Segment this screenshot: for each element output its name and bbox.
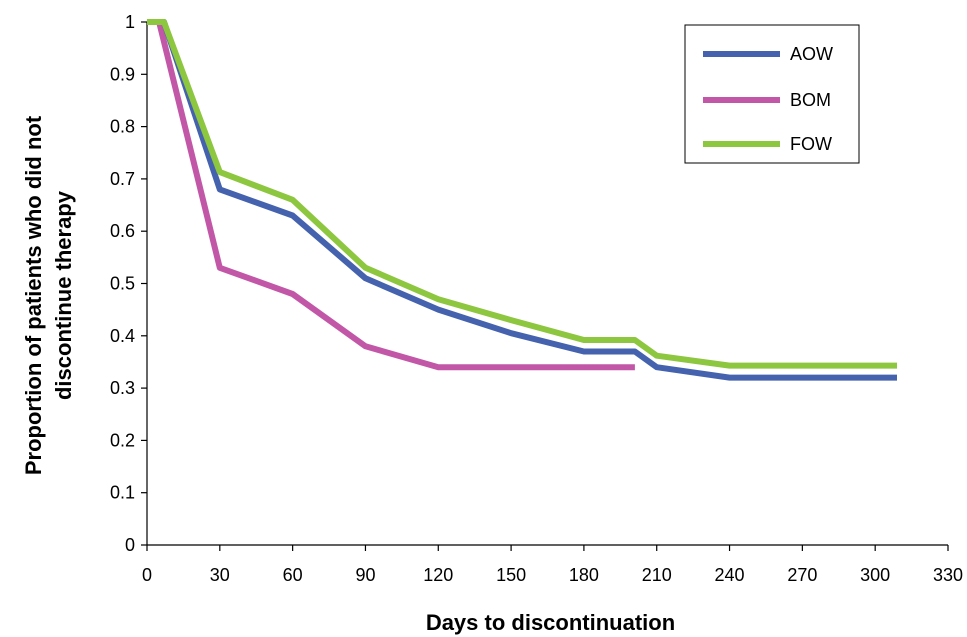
y-tick-label: 0.8 xyxy=(110,117,135,137)
y-tick-label: 1 xyxy=(125,12,135,32)
x-tick-label: 120 xyxy=(423,565,453,585)
y-ticks: 0 0.1 0.2 0.3 0.4 0.5 0.6 0.7 0.8 0.9 1 xyxy=(110,12,147,555)
x-tick-label: 270 xyxy=(787,565,817,585)
y-axis-title: Proportion of patients who did not discon… xyxy=(21,115,76,475)
y-tick-label: 0.6 xyxy=(110,221,135,241)
series-line-bom xyxy=(147,19,635,371)
y-tick-label: 0.7 xyxy=(110,169,135,189)
x-ticks: 0 30 60 90 120 150 180 210 240 270 300 330 xyxy=(142,545,963,585)
x-axis-title: Days to discontinuation xyxy=(426,610,675,635)
y-tick-label: 0 xyxy=(125,535,135,555)
y-tick-label: 0.1 xyxy=(110,483,135,503)
x-tick-label: 0 xyxy=(142,565,152,585)
x-tick-label: 180 xyxy=(569,565,599,585)
series-group xyxy=(147,19,897,381)
x-tick-label: 240 xyxy=(715,565,745,585)
x-tick-label: 60 xyxy=(283,565,303,585)
y-tick-label: 0.5 xyxy=(110,274,135,294)
series-line-fow xyxy=(147,19,897,369)
y-tick-label: 0.9 xyxy=(110,64,135,84)
y-tick-label: 0.3 xyxy=(110,378,135,398)
x-tick-label: 30 xyxy=(210,565,230,585)
x-tick-label: 150 xyxy=(496,565,526,585)
legend-label-fow: FOW xyxy=(790,134,832,154)
legend-label-aow: AOW xyxy=(790,44,833,64)
x-tick-label: 210 xyxy=(642,565,672,585)
legend: AOW BOM FOW xyxy=(684,24,860,164)
legend-box xyxy=(684,24,860,164)
x-tick-label: 330 xyxy=(933,565,963,585)
y-axis-title-line: Proportion of patients who did not xyxy=(21,115,46,475)
legend-label-bom: BOM xyxy=(790,90,831,110)
y-tick-label: 0.2 xyxy=(110,430,135,450)
y-tick-label: 0.4 xyxy=(110,326,135,346)
x-tick-label: 90 xyxy=(355,565,375,585)
x-tick-label: 300 xyxy=(860,565,890,585)
series-line-aow xyxy=(147,19,897,381)
y-axis-title-line: discontinue therapy xyxy=(51,190,76,400)
